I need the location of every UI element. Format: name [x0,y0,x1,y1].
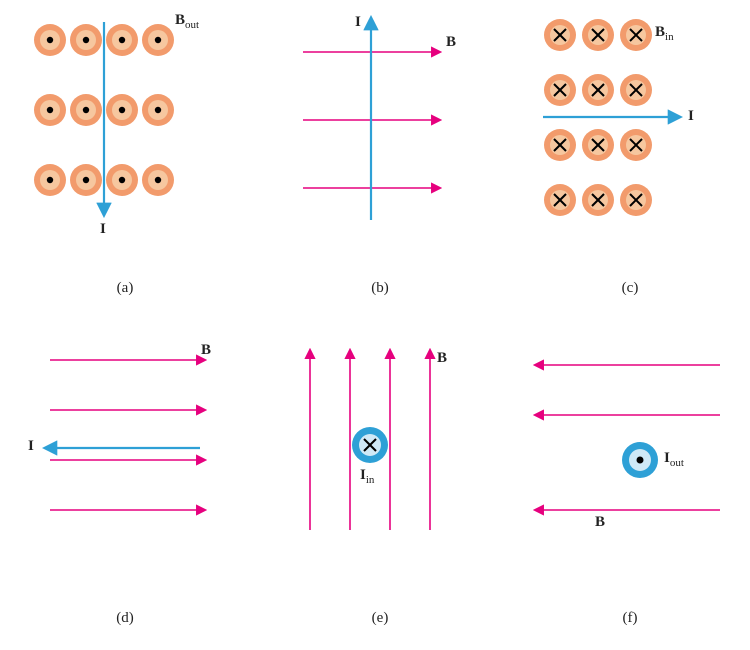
caption-b: (b) [365,280,395,297]
label-i-out: Iout [664,450,684,469]
panel-d [20,340,230,570]
label-i-d: I [28,438,34,455]
caption-f: (f) [615,610,645,627]
label-b-out: Bout [175,12,199,31]
label-i-a: I [100,221,106,238]
panel-a [20,10,230,240]
panel-e [275,340,485,570]
label-b-f: B [595,514,605,531]
caption-d: (d) [110,610,140,627]
caption-a: (a) [110,280,140,297]
panel-f [525,340,735,570]
label-b-b: B [446,34,456,51]
caption-c: (c) [615,280,645,297]
label-i-c: I [688,108,694,125]
label-b-e: B [437,350,447,367]
label-i-b: I [355,14,361,31]
panel-c [525,10,735,240]
label-i-in: Iin [360,467,374,486]
label-b-in: Bin [655,24,674,43]
caption-e: (e) [365,610,395,627]
label-b-d: B [201,342,211,359]
